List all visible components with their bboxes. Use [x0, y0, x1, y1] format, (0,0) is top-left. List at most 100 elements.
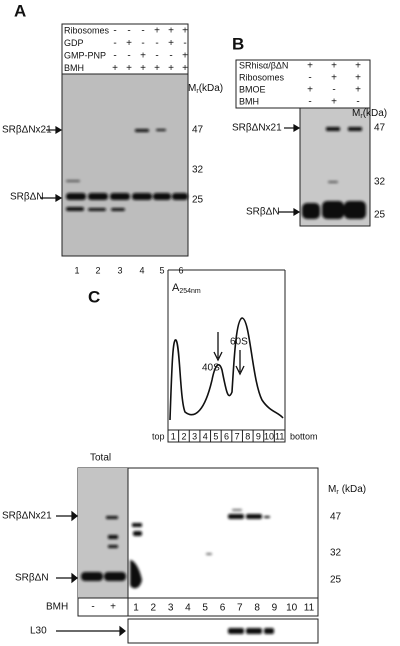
condition-sign: +: [112, 63, 118, 74]
fraction-number: 9: [256, 431, 261, 441]
bmh-sign: -: [91, 602, 94, 613]
condition-label: BMH: [64, 63, 84, 73]
condition-label: BMOE: [239, 84, 266, 94]
panel-letter: B: [232, 34, 244, 53]
condition-sign: +: [355, 73, 361, 84]
l30-label: L30: [30, 626, 47, 637]
condition-sign: -: [141, 26, 144, 37]
condition-sign: +: [126, 63, 132, 74]
bmh-fraction: 9: [272, 603, 278, 614]
condition-label: GDP: [64, 38, 84, 48]
condition-sign: -: [183, 38, 186, 49]
marker-label: 47: [330, 512, 342, 523]
condition-label: Ribosomes: [239, 72, 285, 82]
bmh-label: BMH: [46, 602, 68, 613]
fraction-number: 4: [203, 431, 208, 441]
condition-sign: +: [140, 63, 146, 74]
fraction-number: 1: [171, 431, 176, 441]
band-label: SRβΔNx21: [232, 123, 282, 134]
condition-sign: -: [127, 26, 130, 37]
lane-number: 5: [159, 265, 164, 275]
condition-sign: +: [307, 85, 313, 96]
condition-sign: +: [355, 61, 361, 72]
mr-unit: (kDa): [363, 108, 387, 119]
condition-sign: -: [155, 51, 158, 62]
fraction-number: 5: [213, 431, 218, 441]
fraction-number: 2: [181, 431, 186, 441]
profile-top: top: [152, 431, 165, 441]
bmh-fraction: 1: [133, 603, 139, 614]
condition-sign: +: [182, 51, 188, 62]
lane-number: 2: [95, 265, 100, 275]
condition-sign: +: [182, 26, 188, 37]
condition-sign: -: [308, 97, 311, 108]
peak-label: 40S: [202, 363, 220, 374]
bmh-sign: +: [110, 602, 116, 613]
condition-sign: +: [140, 51, 146, 62]
mr-m: M: [352, 108, 360, 119]
table-a: [61, 23, 189, 75]
lane-number: 4: [139, 265, 144, 275]
condition-label: BMH: [239, 96, 259, 106]
lane-number: 3: [117, 265, 122, 275]
bmh-fraction: 7: [237, 603, 243, 614]
gel-a: [61, 73, 189, 257]
bmh-fraction: 11: [304, 603, 315, 614]
band-label: SRβΔN: [246, 207, 280, 218]
condition-label: GMP-PNP: [64, 50, 106, 60]
marker-label: 25: [330, 575, 342, 586]
panel-letter: A: [14, 1, 26, 20]
mr-m: M: [188, 83, 196, 94]
condition-sign: -: [356, 97, 359, 108]
band-label: SRβΔNx21: [2, 125, 52, 136]
condition-sign: -: [155, 38, 158, 49]
panel-letter: C: [88, 287, 100, 306]
mr-label: Mr(kDa): [352, 108, 387, 120]
band-label: SRβΔN: [15, 573, 49, 584]
condition-sign: -: [332, 85, 335, 96]
fraction-number: 8: [245, 431, 250, 441]
bmh-fraction: 4: [185, 603, 191, 614]
fraction-number: 6: [224, 431, 229, 441]
mr-r: r: [336, 489, 339, 496]
gel-c: [77, 467, 319, 644]
band-label: SRβΔN: [10, 192, 44, 203]
condition-sign: -: [169, 51, 172, 62]
condition-sign: +: [307, 61, 313, 72]
bmh-fraction: 3: [168, 603, 174, 614]
profile-bottom: bottom: [290, 431, 318, 441]
absorbance-label: A254nm: [172, 282, 201, 295]
marker-label: 25: [192, 195, 204, 206]
condition-sign: -: [308, 73, 311, 84]
mr-unit: (kDa): [199, 83, 223, 94]
table-b: [235, 59, 371, 109]
condition-sign: +: [168, 26, 174, 37]
marker-label: 32: [330, 548, 342, 559]
fraction-number: 10: [264, 431, 274, 441]
condition-sign: +: [331, 97, 337, 108]
marker-label: 32: [192, 165, 204, 176]
lane-number: 1: [74, 265, 79, 275]
profile: [167, 269, 286, 443]
absorbance-sub: 254nm: [179, 288, 201, 295]
condition-sign: -: [113, 26, 116, 37]
peak-label: 60S: [230, 337, 248, 348]
bmh-fraction: 10: [286, 603, 298, 614]
marker-label: 32: [374, 177, 386, 188]
bmh-fraction: 8: [254, 603, 260, 614]
total-label: Total: [90, 453, 111, 464]
condition-sign: +: [355, 85, 361, 96]
condition-sign: -: [141, 38, 144, 49]
condition-sign: +: [168, 63, 174, 74]
condition-sign: +: [168, 38, 174, 49]
mr-label: Mr(kDa): [188, 83, 223, 95]
mr-unit: (kDa): [342, 484, 366, 495]
gel-b: [299, 107, 371, 227]
mr-r: r: [196, 88, 199, 95]
condition-sign: +: [126, 38, 132, 49]
marker-label: 47: [374, 123, 386, 134]
condition-sign: -: [113, 51, 116, 62]
condition-sign: +: [154, 63, 160, 74]
bmh-fraction: 6: [220, 603, 226, 614]
